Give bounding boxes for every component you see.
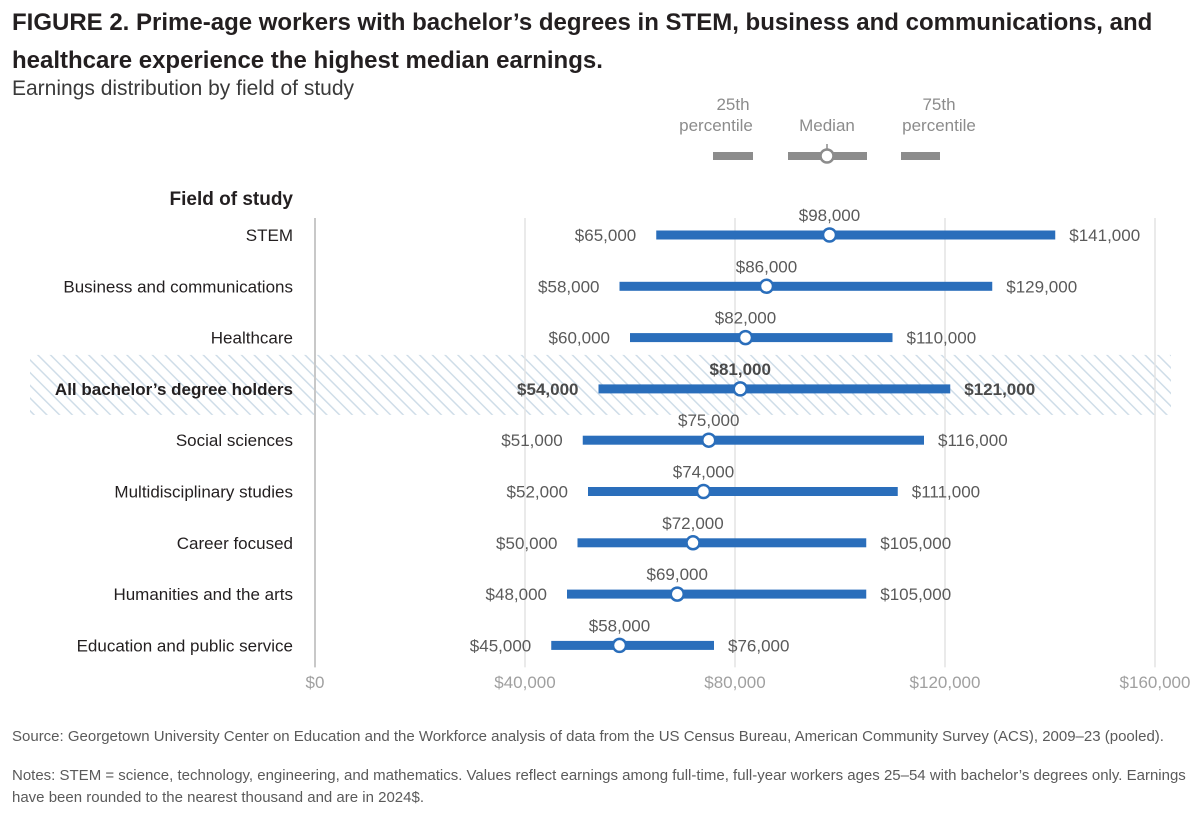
legend-p75-bar <box>901 152 940 160</box>
category-label: Healthcare <box>211 329 293 348</box>
legend-p75-label-line2: percentile <box>902 116 976 135</box>
category-row: Social sciences $51,000 $75,000 $116,000 <box>176 411 1008 450</box>
legend-p25-bar <box>713 152 753 160</box>
x-tick-label: $0 <box>306 673 325 692</box>
range-bar <box>598 384 951 394</box>
category-row: All bachelor’s degree holders $54,000 $81,… <box>55 360 1035 399</box>
median-dot <box>611 637 628 654</box>
category-row: Career focused $50,000 $72,000 $105,000 <box>177 514 951 553</box>
legend-median-label: Median <box>799 116 855 135</box>
median-dot <box>669 586 685 602</box>
legend-p25-label-line2: percentile <box>679 116 753 135</box>
category-row: Healthcare $60,000 $82,000 $110,000 <box>211 309 976 348</box>
p75-value-label: $141,000 <box>1069 226 1140 245</box>
p25-value-label: $54,000 <box>517 380 578 399</box>
legend-median-dot <box>819 148 835 164</box>
p75-value-label: $105,000 <box>880 534 951 553</box>
range-bar <box>567 589 867 599</box>
category-label: STEM <box>246 226 293 245</box>
median-value-label: $58,000 <box>589 616 650 635</box>
median-value-label: $81,000 <box>710 360 771 379</box>
median-value-label: $72,000 <box>662 514 723 533</box>
median-value-label: $98,000 <box>799 206 860 225</box>
median-value-label: $75,000 <box>678 411 739 430</box>
category-label: Humanities and the arts <box>113 585 293 604</box>
category-label: All bachelor’s degree holders <box>55 380 293 399</box>
range-bar <box>656 230 1056 240</box>
p75-value-label: $121,000 <box>964 380 1035 399</box>
median-value-label: $69,000 <box>647 565 708 584</box>
p75-value-label: $110,000 <box>907 329 977 348</box>
chart-subtitle: Earnings distribution by field of study <box>12 77 355 100</box>
source-note: Source: Georgetown University Center on … <box>12 728 1164 745</box>
category-label: Social sciences <box>176 431 293 450</box>
range-bar <box>577 538 867 548</box>
p25-value-label: $52,000 <box>507 483 568 502</box>
median-dot <box>737 329 754 346</box>
category-label: Education and public service <box>77 636 293 655</box>
x-tick-label: $120,000 <box>910 673 981 692</box>
p25-value-label: $50,000 <box>496 534 557 553</box>
x-tick-label: $160,000 <box>1120 673 1191 692</box>
median-value-label: $74,000 <box>673 463 734 482</box>
median-dot <box>732 381 748 397</box>
category-row: Multidisciplinary studies $52,000 $74,000 $… <box>114 463 980 502</box>
category-row: Humanities and the arts $48,000 $69,000 $10… <box>113 565 951 604</box>
chart-title: FIGURE 2. Prime-age workers with bachelo… <box>12 9 1153 74</box>
range-dot-chart: 25th percentile Median 75th percentile STEM $… <box>30 95 1191 692</box>
range-bar <box>619 281 993 291</box>
p25-value-label: $60,000 <box>549 329 610 348</box>
range-bar <box>582 435 924 445</box>
category-label: Business and communications <box>63 277 293 296</box>
p25-value-label: $45,000 <box>470 636 531 655</box>
range-bar <box>588 487 898 496</box>
p75-value-label: $105,000 <box>880 585 951 604</box>
p25-value-label: $48,000 <box>486 585 547 604</box>
median-dot <box>758 278 775 295</box>
median-dot <box>701 432 717 448</box>
range-bar <box>551 640 714 650</box>
category-row: Education and public service $45,000 $58,0… <box>77 616 790 655</box>
median-dot <box>685 535 701 551</box>
category-row: STEM $65,000 $98,000 $141,000 <box>246 206 1140 245</box>
p25-value-label: $58,000 <box>538 277 599 296</box>
range-bar <box>630 333 893 343</box>
median-value-label: $86,000 <box>736 257 797 276</box>
x-tick-label: $40,000 <box>494 673 555 692</box>
legend-p25-label-line1: 25th <box>716 95 749 114</box>
p75-value-label: $129,000 <box>1006 277 1077 296</box>
category-row: Business and communications $58,000 $86,00… <box>63 257 1077 296</box>
p75-value-label: $111,000 <box>912 483 980 502</box>
median-dot <box>695 483 712 500</box>
legend-p75-label-line1: 75th <box>922 95 955 114</box>
notes-text: Notes: STEM = science, technology, engin… <box>12 767 1186 806</box>
p25-value-label: $51,000 <box>501 431 562 450</box>
median-dot <box>821 227 838 243</box>
p25-value-label: $65,000 <box>575 226 636 245</box>
category-axis-title: Field of study <box>170 189 294 210</box>
median-value-label: $82,000 <box>715 309 776 328</box>
category-label: Career focused <box>177 534 293 553</box>
p75-value-label: $116,000 <box>938 431 1008 450</box>
category-label: Multidisciplinary studies <box>114 483 293 502</box>
p75-value-label: $76,000 <box>728 636 789 655</box>
x-tick-label: $80,000 <box>704 673 765 692</box>
